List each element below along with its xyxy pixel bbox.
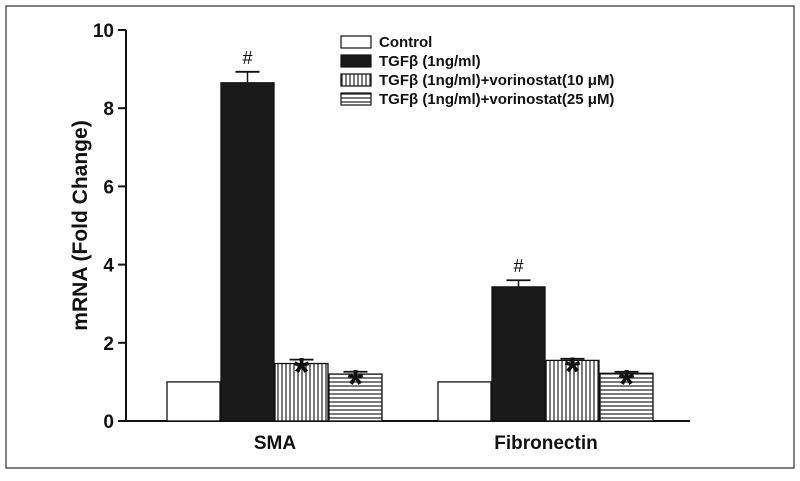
y-axis-label: mRNA (Fold Change) xyxy=(69,120,92,330)
y-tick-label: 2 xyxy=(103,334,114,355)
y-tick-label: 6 xyxy=(103,177,114,198)
outer-border xyxy=(5,5,795,469)
significance-marker: # xyxy=(242,48,252,68)
significance-marker: * xyxy=(619,363,635,407)
legend-label: Control xyxy=(379,34,432,51)
bar-1-1 xyxy=(491,286,546,422)
y-tick-label: 0 xyxy=(103,412,114,433)
legend-swatch xyxy=(340,54,372,68)
bar-1-0 xyxy=(220,82,275,422)
plot-area: 0 2 4 6 8 10 mRNA (Fold Change) # # * * * * SMA Fibron… xyxy=(69,21,690,454)
significance-marker: * xyxy=(294,351,310,395)
legend-swatch xyxy=(340,92,372,106)
y-tick-label: 4 xyxy=(103,256,114,277)
legend-swatch xyxy=(340,35,372,49)
bar-0-1 xyxy=(437,381,492,422)
significance-marker: * xyxy=(348,363,364,407)
bar-2-0 xyxy=(274,362,329,422)
significance-marker: * xyxy=(565,350,581,394)
x-category-label: Fibronectin xyxy=(494,433,597,454)
significance-marker: # xyxy=(513,256,523,276)
y-tick-label: 8 xyxy=(103,99,114,120)
legend-swatch xyxy=(340,73,372,87)
bar-2-1 xyxy=(545,359,600,422)
legend-label: TGFβ (1ng/ml)+vorinostat(25 μM) xyxy=(379,91,614,108)
legend-label: TGFβ (1ng/ml)+vorinostat(10 μM) xyxy=(379,72,614,89)
x-category-label: SMA xyxy=(254,433,297,454)
y-tick-label: 10 xyxy=(93,21,114,42)
legend: Control TGFβ (1ng/ml) TGFβ (1ng/ml)+vorino… xyxy=(340,34,614,108)
legend-label: TGFβ (1ng/ml) xyxy=(379,53,481,70)
bar-0-0 xyxy=(166,381,221,422)
